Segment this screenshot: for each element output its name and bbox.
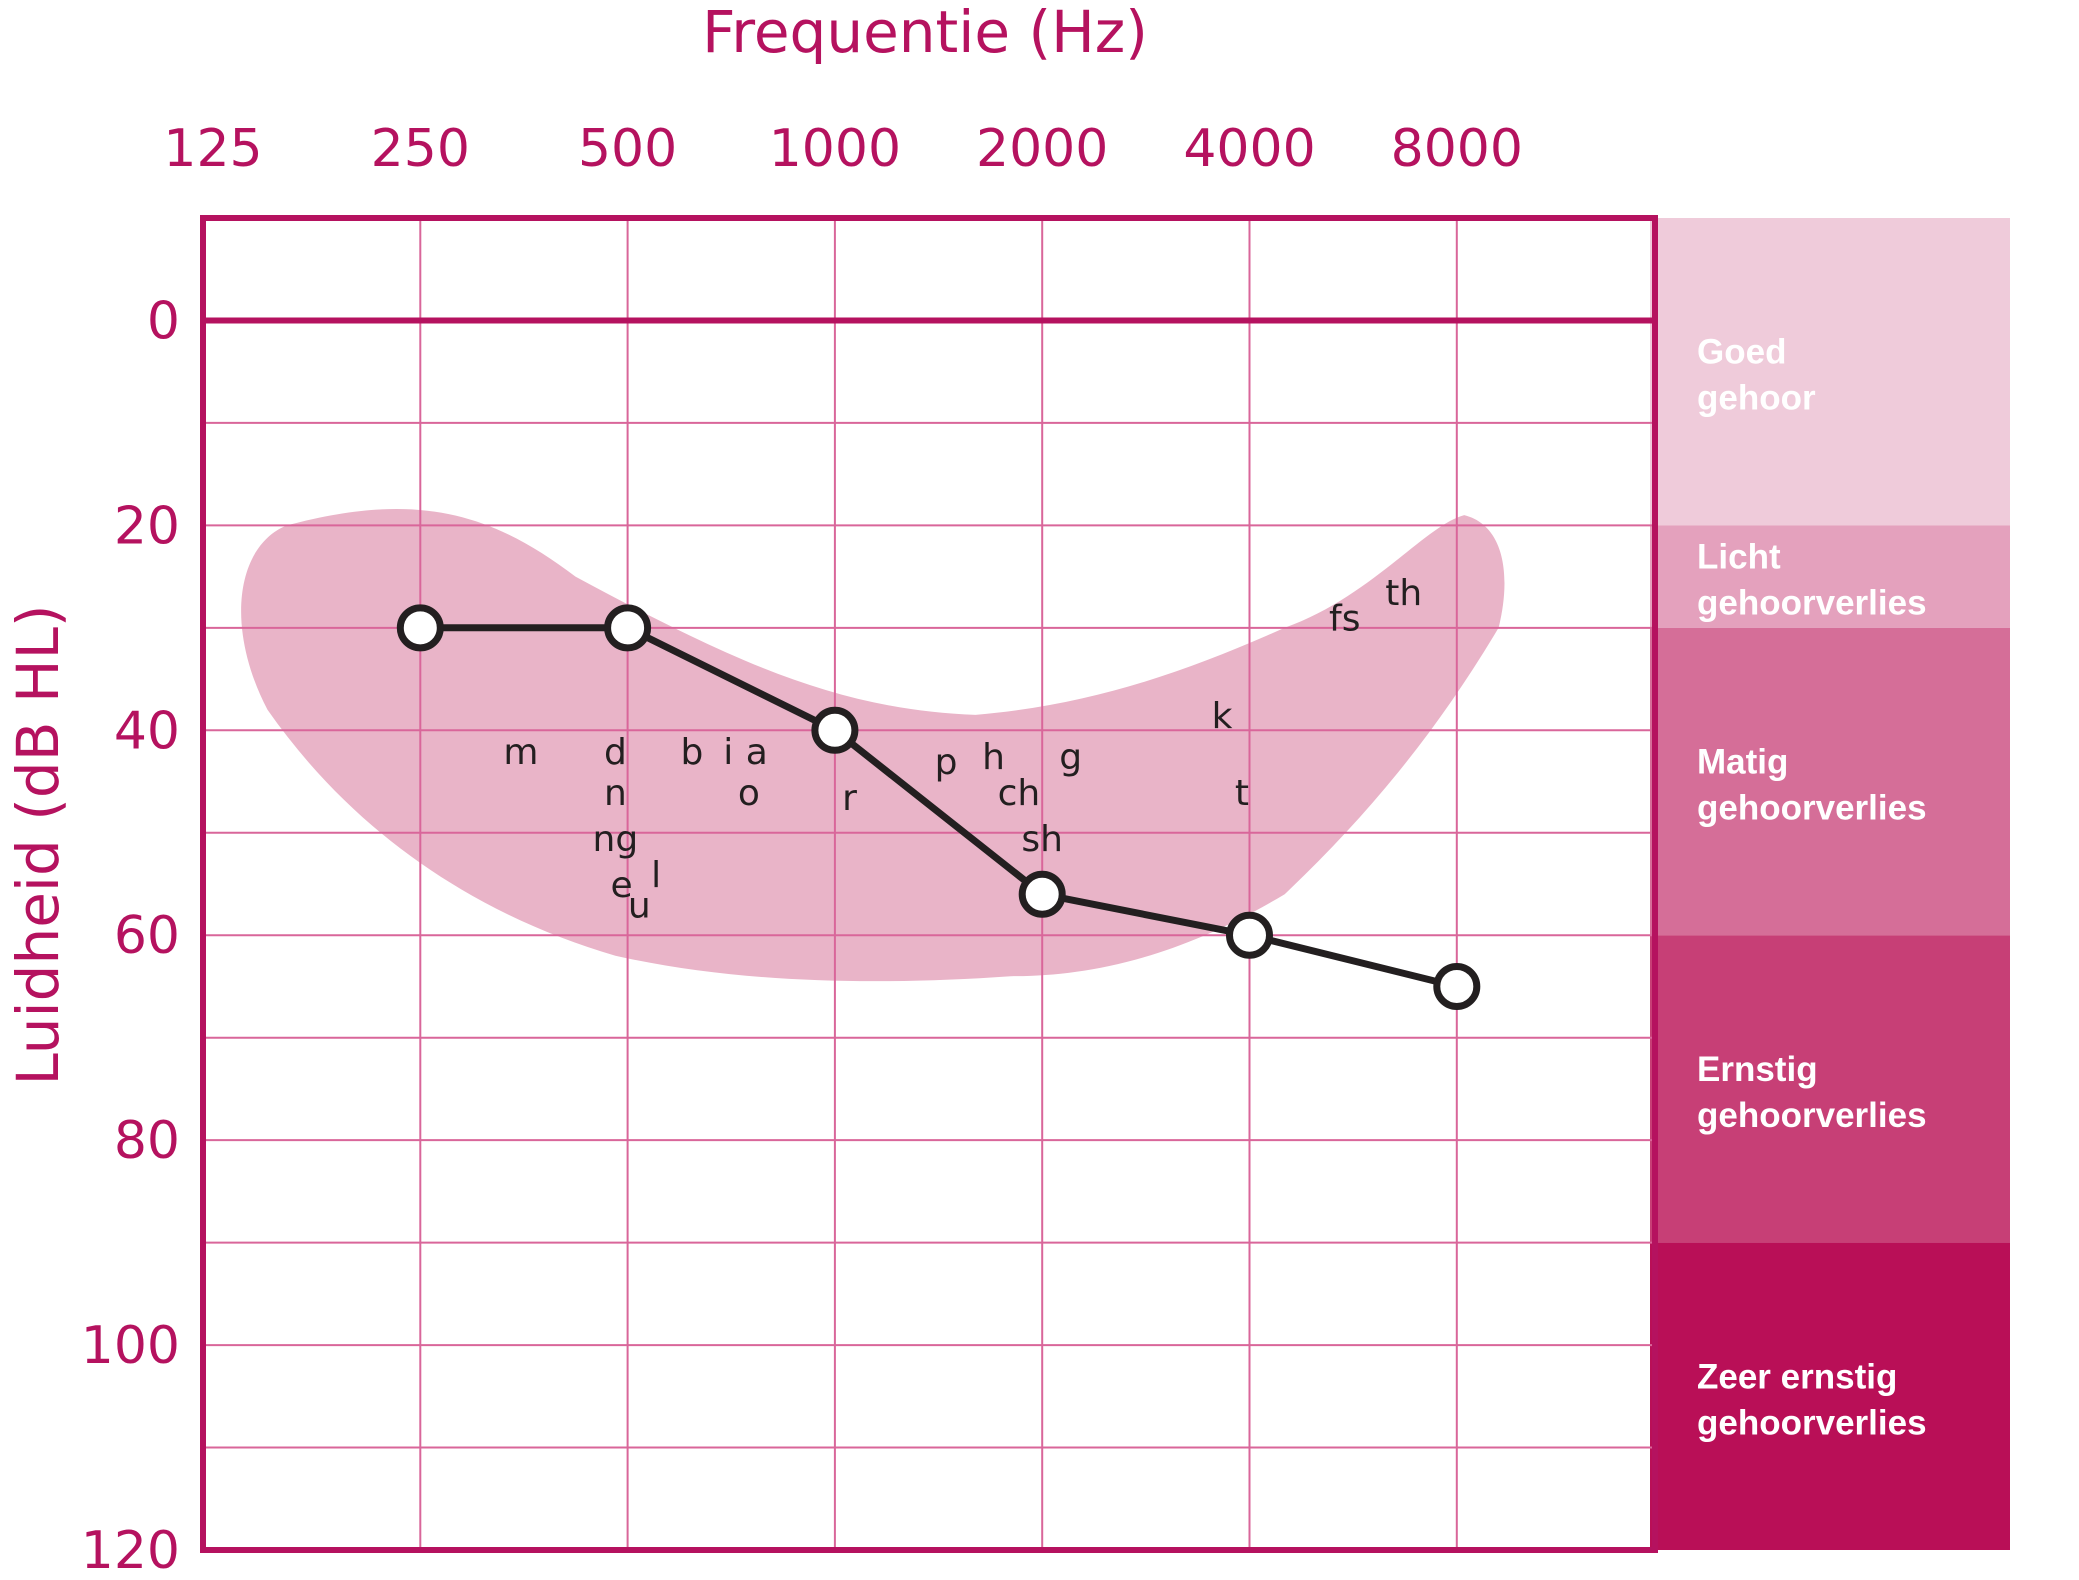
speech-sound-14: ch — [998, 773, 1041, 814]
x-tick-label-500: 500 — [578, 119, 677, 179]
speech-sound-16: g — [1059, 737, 1082, 778]
x-tick-label-1000: 1000 — [769, 119, 901, 179]
speech-sound-7: b — [681, 732, 704, 773]
y-tick-labels: 0 20 40 60 80 100 120 — [81, 291, 180, 1580]
speech-sound-8: i — [723, 732, 733, 773]
x-axis-title: Frequentie (Hz) — [702, 0, 1148, 66]
speech-sound-11: r — [842, 778, 857, 819]
speech-sound-10: o — [738, 773, 760, 814]
hearing-threshold-series — [396, 604, 1481, 1010]
speech-sound-15: sh — [1021, 819, 1063, 860]
legend-label-line2-4: gehoorverlies — [1697, 1403, 1927, 1442]
y-tick-label-40: 40 — [114, 701, 180, 761]
y-tick-label-0: 0 — [147, 291, 180, 351]
legend-label-line1-3: Ernstig — [1697, 1050, 1818, 1089]
legend-label-line2-2: gehoorverlies — [1697, 789, 1927, 828]
x-tick-label-125: 125 — [163, 119, 262, 179]
legend-label-line2-0: gehoor — [1697, 379, 1816, 418]
data-point-4000 — [1226, 911, 1273, 959]
speech-sound-18: t — [1235, 773, 1249, 814]
hearing-category-legend: Goed gehoor Licht gehoorverlies Matig gehoorv… — [1650, 218, 2010, 1550]
speech-sound-4: e — [610, 865, 632, 906]
legend-label-line2-1: gehoorverlies — [1697, 584, 1927, 623]
legend-band-2 — [1650, 627, 2010, 936]
speech-banana-shape — [241, 508, 1505, 982]
y-tick-label-120: 120 — [81, 1521, 180, 1580]
legend-label-line1-1: Licht — [1697, 538, 1781, 577]
x-tick-label-250: 250 — [371, 119, 470, 179]
data-point-2000 — [1018, 870, 1066, 918]
speech-sound-9: a — [746, 732, 768, 773]
y-tick-label-60: 60 — [114, 906, 180, 966]
x-tick-label-2000: 2000 — [976, 119, 1108, 179]
speech-sound-13: h — [982, 737, 1005, 778]
y-axis-title: Luidheid (dB HL) — [4, 604, 72, 1085]
data-point-8000 — [1433, 962, 1481, 1010]
plot-frame — [200, 215, 1658, 1553]
legend-band-3 — [1650, 935, 2010, 1243]
data-point-500 — [604, 604, 652, 652]
plot-border — [200, 215, 1658, 1553]
legend-band-1 — [1650, 525, 2010, 628]
speech-sound-17: k — [1212, 696, 1233, 737]
speech-sound-19: fs — [1329, 599, 1360, 640]
speech-sound-20: th — [1385, 573, 1422, 614]
legend-band-0 — [1650, 218, 2010, 526]
x-tick-label-8000: 8000 — [1391, 119, 1523, 179]
speech-sound-6: l — [651, 855, 661, 896]
y-tick-label-20: 20 — [114, 496, 180, 556]
series-line-0 — [420, 624, 1458, 990]
speech-sound-5: u — [628, 885, 651, 926]
legend-label-line1-4: Zeer ernstig — [1697, 1357, 1897, 1396]
speech-sound-2: n — [604, 773, 627, 814]
x-tick-label-4000: 4000 — [1183, 119, 1315, 179]
y-tick-label-80: 80 — [114, 1111, 180, 1171]
legend-band-4 — [1650, 1242, 2010, 1550]
x-tick-labels: 125 250 500 1000 2000 4000 8000 — [163, 119, 1523, 179]
speech-sound-1: d — [604, 732, 627, 773]
data-point-250 — [396, 604, 444, 652]
speech-sound-0: m — [503, 732, 538, 773]
legend-label-line1-2: Matig — [1697, 743, 1788, 782]
legend-label-line1-0: Goed — [1697, 333, 1786, 372]
legend-label-line2-3: gehoorverlies — [1697, 1096, 1927, 1135]
data-point-1000 — [811, 706, 859, 754]
y-tick-label-100: 100 — [81, 1316, 180, 1376]
speech-banana — [241, 508, 1505, 982]
speech-sound-12: p — [935, 742, 958, 783]
speech-sound-3: ng — [593, 819, 639, 860]
